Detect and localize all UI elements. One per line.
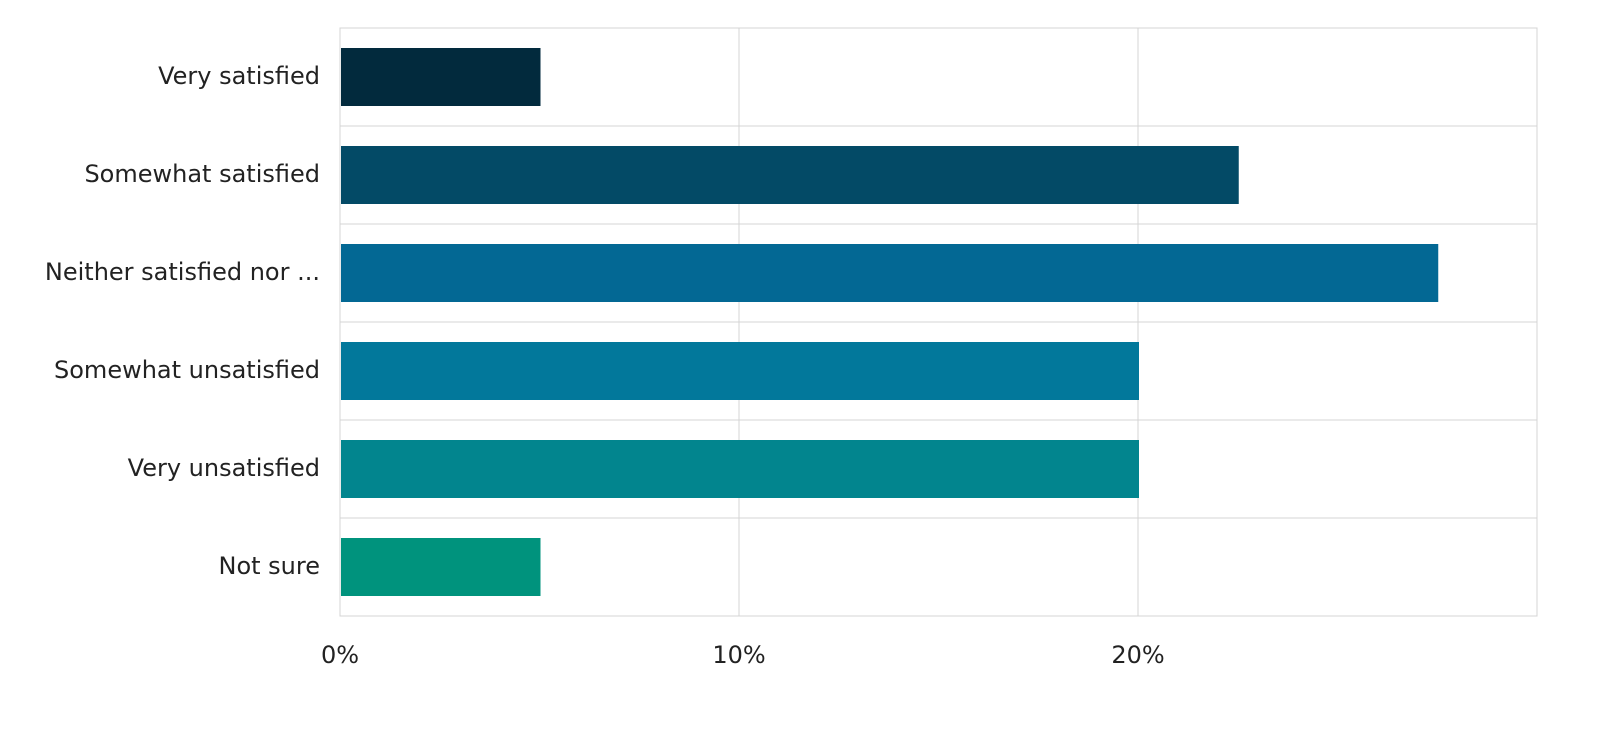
x-tick-label: 0%	[321, 641, 359, 669]
y-tick-label: Somewhat unsatisfied	[54, 356, 320, 384]
bar	[341, 538, 541, 596]
bar	[341, 244, 1439, 302]
bar	[341, 342, 1139, 400]
bar	[341, 146, 1239, 204]
x-tick-label: 10%	[712, 641, 765, 669]
y-tick-label: Somewhat satisfied	[84, 160, 320, 188]
y-tick-label: Neither satisfied nor ...	[45, 258, 320, 286]
bar	[341, 440, 1139, 498]
bar	[341, 48, 541, 106]
y-tick-label: Very satisfied	[158, 62, 320, 90]
x-tick-label: 20%	[1111, 641, 1164, 669]
y-tick-label: Not sure	[219, 552, 321, 580]
y-tick-label: Very unsatisfied	[128, 454, 320, 482]
